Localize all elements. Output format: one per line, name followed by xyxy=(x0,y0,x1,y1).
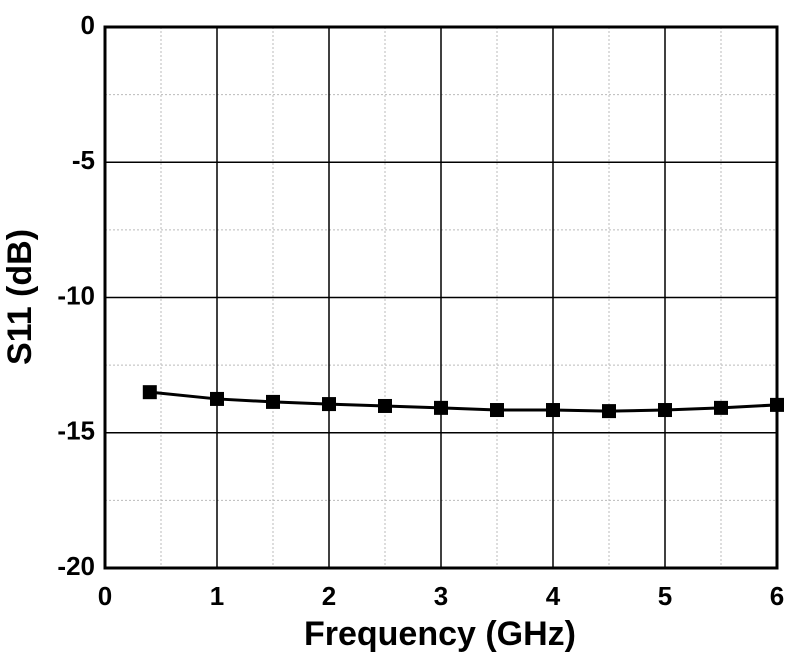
x-tick-label: 2 xyxy=(322,581,336,611)
x-tick-label: 0 xyxy=(98,581,112,611)
y-tick-label: 0 xyxy=(81,10,95,40)
marker xyxy=(602,404,616,419)
y-tick-label: -20 xyxy=(57,551,95,581)
marker xyxy=(770,397,784,412)
marker xyxy=(266,394,280,409)
x-tick-label: 4 xyxy=(546,581,561,611)
series-line xyxy=(149,390,778,413)
marker xyxy=(378,398,392,413)
x-tick-label: 3 xyxy=(434,581,448,611)
marker xyxy=(434,400,448,415)
marker xyxy=(142,385,157,400)
y-tick-label: -15 xyxy=(57,416,95,446)
marker xyxy=(322,397,336,412)
y-tick-label: -10 xyxy=(57,280,95,310)
y-axis-label: S11 (dB) xyxy=(1,229,39,365)
marker xyxy=(714,400,728,415)
y-tick-label: -5 xyxy=(72,145,95,175)
marker xyxy=(210,391,224,406)
marker xyxy=(546,403,560,418)
marker xyxy=(490,403,504,418)
x-tick-label: 5 xyxy=(658,581,672,611)
x-tick-label: 1 xyxy=(210,581,224,611)
marker xyxy=(658,403,672,418)
x-tick-label: 6 xyxy=(770,581,784,611)
x-axis-label: Frequency (GHz) xyxy=(304,615,576,653)
plot-frame xyxy=(103,25,779,570)
